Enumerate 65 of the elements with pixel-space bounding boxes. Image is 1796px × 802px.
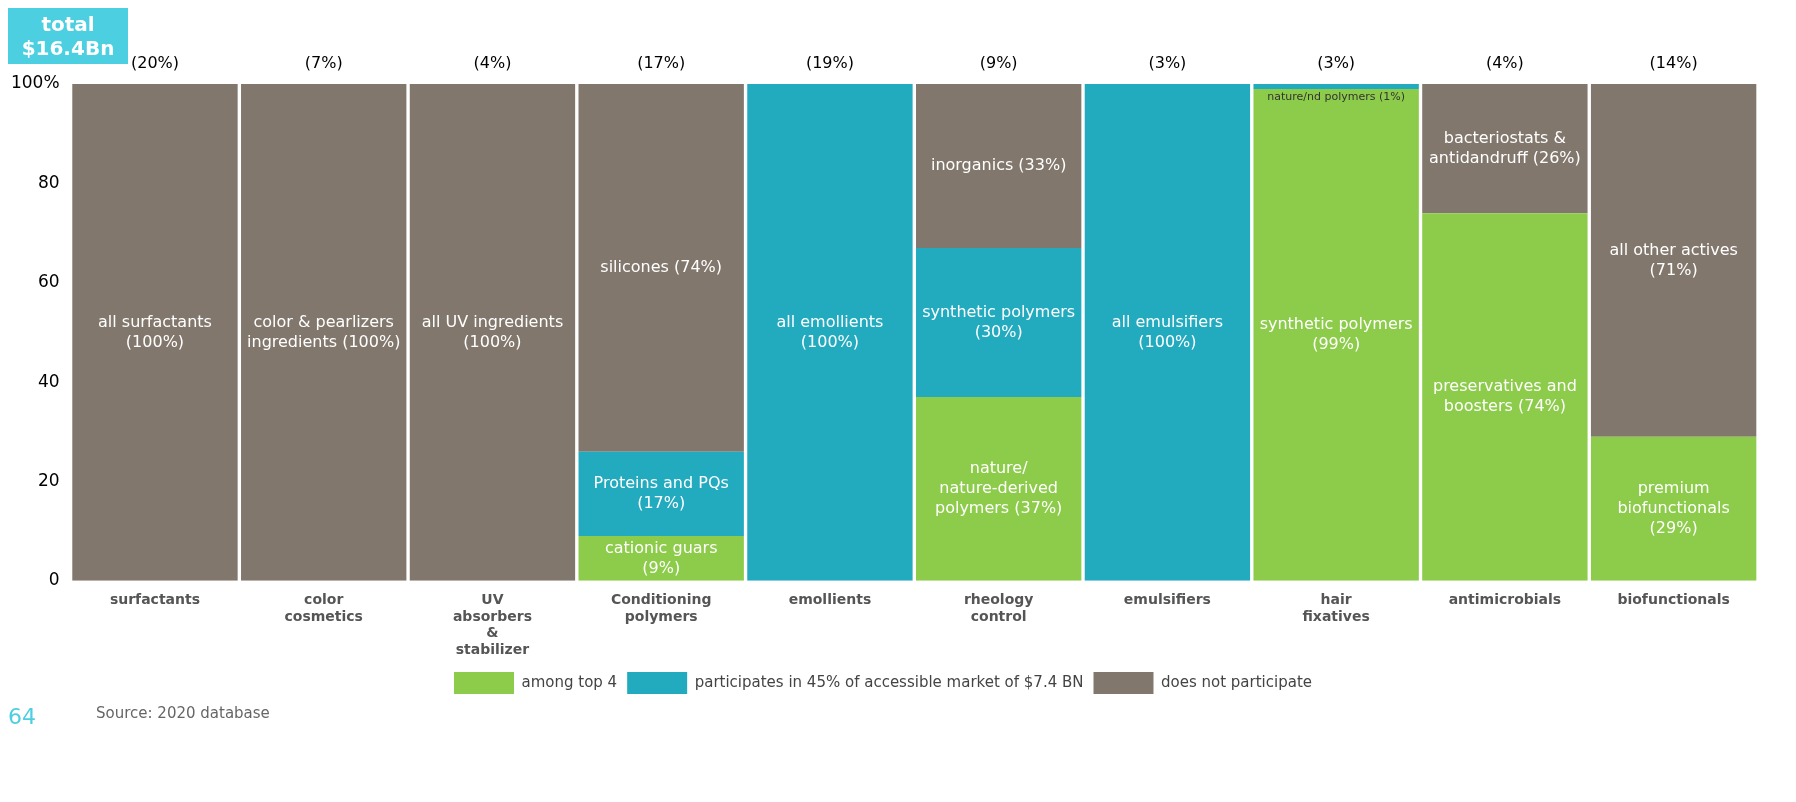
annotation: (4%) [1485, 53, 1524, 73]
legend-label: does not participate [1160, 672, 1313, 691]
x-tick-label: color cosmetics [284, 590, 363, 624]
bar [72, 84, 238, 581]
bar [1253, 84, 1419, 89]
data-label: nature/nd polymers (1%) [1267, 89, 1406, 103]
data-label: all surfactants (100%) [98, 311, 212, 351]
x-tick-label: UV absorbers & stabilizer [452, 590, 532, 658]
annotation: (4%) [473, 53, 512, 73]
bar [409, 84, 576, 581]
bar [915, 396, 1082, 581]
annotation: (7%) [304, 53, 343, 73]
x-tick-label: emulsifiers [1123, 590, 1211, 607]
annotation: (14%) [1649, 53, 1698, 73]
bar [1253, 88, 1419, 581]
source-note: Source: 2020 database [96, 704, 270, 724]
x-tick-label: biofunctionals [1617, 590, 1730, 607]
data-label: color & pearlizers ingredients (100%) [247, 311, 401, 351]
bar [1422, 213, 1588, 581]
annotation: (17%) [637, 53, 686, 73]
legend-label: participates in 45% of accessible market of $7.4 BN [694, 672, 1084, 691]
bar [747, 84, 913, 581]
data-label: silicones (74%) [600, 256, 723, 276]
annotation: (9%) [979, 53, 1018, 73]
data-label: bacteriostats & antidandruff (26%) [1428, 127, 1581, 167]
x-tick-label: antimicrobials [1448, 590, 1562, 607]
bar [915, 84, 1082, 248]
y-tick-label: 80 [37, 171, 60, 192]
x-tick-label: rheology control [963, 590, 1034, 624]
x-tick-label: hair fixatives [1302, 590, 1370, 624]
data-label: synthetic polymers (30%) [922, 301, 1076, 341]
bar [1084, 84, 1251, 581]
bar [241, 84, 407, 581]
data-label: all UV ingredients (100%) [421, 311, 564, 351]
annotation: (3%) [1148, 53, 1187, 73]
annotation: (3%) [1317, 53, 1356, 73]
data-label: all other actives (71%) [1609, 239, 1738, 279]
data-label: inorganics (33%) [930, 155, 1067, 175]
x-tick-label: surfactants [109, 590, 201, 607]
data-label: all emollients (100%) [776, 311, 884, 351]
data-label: nature/ nature-derived polymers (37%) [935, 458, 1063, 518]
data-label: synthetic polymers (99%) [1259, 314, 1413, 354]
y-tick-label: 40 [37, 370, 60, 391]
y-tick-label: 20 [37, 469, 60, 490]
bar [915, 247, 1082, 397]
data-label: preservatives and boosters (74%) [1432, 376, 1577, 416]
bar [578, 451, 744, 537]
y-tick-label: 0 [48, 569, 60, 590]
bar [1422, 84, 1588, 214]
y-tick-label: 100% [10, 72, 60, 93]
data-label: premium biofunctionals (29%) [1617, 477, 1730, 537]
x-tick-label: Conditioning polymers [610, 590, 712, 624]
x-tick-label: emollients [788, 590, 872, 607]
bar [1590, 436, 1757, 581]
annotation: (19%) [805, 53, 854, 73]
y-tick-label: 60 [37, 271, 60, 292]
data-label: cationic guars (9%) [604, 537, 718, 577]
bar [1590, 84, 1757, 437]
annotation: (20%) [130, 53, 179, 73]
data-label: Proteins and PQs (17%) [593, 473, 729, 513]
data-label: all emulsifiers (100%) [1111, 311, 1224, 351]
text: 64 [8, 704, 36, 729]
chart-title: total $16.4Bn [8, 8, 128, 64]
bar [578, 84, 744, 452]
legend-label: among top 4 [521, 672, 618, 691]
